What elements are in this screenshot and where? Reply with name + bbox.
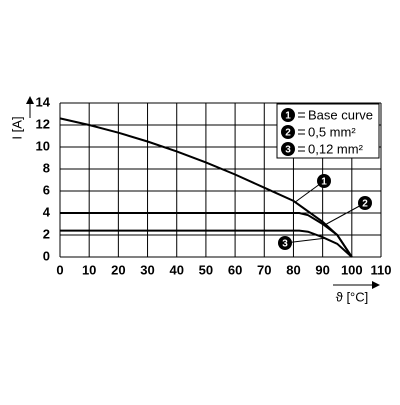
y-tick-label: 6 [43, 182, 50, 197]
x-tick-label: 100 [341, 262, 363, 277]
y-tick-label: 0 [43, 248, 50, 263]
marker-number: 3 [282, 239, 288, 250]
y-tick-label: 8 [43, 160, 50, 175]
marker-number: 2 [285, 128, 291, 139]
x-tick-label: 0 [56, 262, 63, 277]
x-tick-label: 30 [140, 262, 154, 277]
y-tick-label: 14 [36, 94, 51, 109]
marker-badge [317, 174, 331, 188]
x-tick-label: 80 [286, 262, 300, 277]
marker-badge [281, 142, 295, 156]
marker-number: 2 [362, 199, 368, 210]
x-tick-label: 70 [257, 262, 271, 277]
x-tick-label: 20 [111, 262, 125, 277]
y-axis-arrowhead [26, 96, 34, 104]
y-tick-label: 4 [43, 204, 51, 219]
y-tick-label: 2 [43, 226, 50, 241]
legend-label: 0,12 mm² [308, 141, 364, 156]
marker-badge [358, 196, 372, 210]
legend-label: Base curve [308, 107, 373, 122]
callout-leader [324, 202, 366, 226]
marker-number: 3 [285, 145, 291, 156]
marker-badge [281, 108, 295, 122]
y-axis-label: I [A] [9, 116, 24, 139]
x-tick-label: 60 [228, 262, 242, 277]
x-tick-label: 110 [371, 262, 392, 277]
marker-badge [278, 236, 292, 250]
x-tick-label: 40 [169, 262, 183, 277]
marker-badge [281, 125, 295, 139]
x-tick-label: 10 [82, 262, 96, 277]
series-line [60, 229, 353, 258]
x-axis-label: ϑ [°C] [336, 289, 369, 304]
x-axis-arrowhead [372, 281, 380, 289]
series-line [59, 117, 353, 258]
x-tick-label: 50 [199, 262, 213, 277]
y-tick-label: 10 [36, 138, 50, 153]
series-line [60, 212, 353, 258]
x-tick-label: 90 [315, 262, 329, 277]
marker-number: 1 [285, 111, 291, 122]
legend-label: 0,5 mm² [308, 124, 356, 139]
y-tick-label: 12 [36, 116, 50, 131]
marker-number: 1 [321, 177, 327, 188]
